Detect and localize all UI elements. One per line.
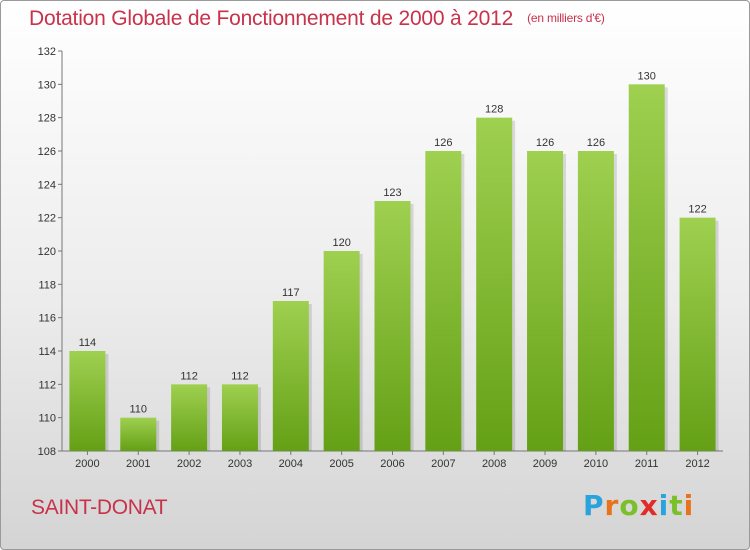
x-tick-label: 2010: [584, 458, 608, 470]
y-tick-label: 108: [38, 446, 56, 458]
bar-value-label: 120: [332, 237, 350, 249]
bar: [679, 217, 716, 451]
bar: [374, 201, 411, 451]
bar-value-label: 123: [383, 187, 401, 199]
y-tick-label: 120: [38, 246, 56, 258]
y-tick-label: 114: [38, 346, 56, 358]
bar-value-label: 112: [180, 370, 198, 382]
y-axis-ticks: 108 110 112 114 116 118 120 122 124 126 128 130 132: [38, 46, 62, 458]
commune-name: SAINT-DONAT: [31, 496, 168, 519]
bar-value-label: 112: [231, 370, 249, 382]
bar-value-label: 122: [688, 204, 706, 216]
y-tick-label: 118: [38, 279, 56, 291]
y-tick-label: 110: [38, 413, 56, 425]
x-tick-label: 2003: [228, 458, 252, 470]
logo-letter: o: [619, 489, 640, 522]
bar-value-label: 130: [638, 70, 656, 82]
x-tick-label: 2006: [380, 458, 404, 470]
logo-letter: x: [639, 489, 659, 522]
y-tick-label: 122: [38, 213, 56, 225]
bar-value-label: 126: [434, 137, 452, 149]
bar: [425, 151, 462, 451]
bar: [323, 251, 360, 451]
y-tick-label: 116: [38, 313, 56, 325]
x-tick-label: 2005: [329, 458, 353, 470]
logo-letter: P: [583, 489, 605, 522]
proxiti-logo: Proxiti: [583, 489, 694, 522]
logo-letter: i: [658, 489, 670, 522]
chart-title: Dotation Globale de Fonctionnement de 20…: [29, 7, 605, 31]
bar-value-label: 114: [79, 337, 97, 349]
bar-value-label: 128: [485, 104, 503, 116]
bars-group: 114 110 112 112 117 120 123 126 128 126 126 130 122: [69, 70, 719, 452]
bar-value-label: 126: [536, 137, 554, 149]
y-tick-label: 132: [38, 46, 56, 58]
x-tick-label: 2012: [685, 458, 709, 470]
logo-letter: i: [683, 489, 695, 522]
x-tick-label: 2007: [431, 458, 455, 470]
x-tick-label: 2000: [75, 458, 99, 470]
chart-title-text: Dotation Globale de Fonctionnement de 20…: [29, 7, 514, 30]
bar: [272, 301, 309, 451]
bar: [221, 384, 258, 451]
bar: [476, 117, 513, 452]
bar: [628, 84, 665, 451]
y-tick-label: 112: [38, 379, 56, 391]
y-tick-label: 128: [38, 113, 56, 125]
x-tick-label: 2008: [482, 458, 506, 470]
y-tick-label: 130: [38, 79, 56, 91]
x-tick-label: 2009: [533, 458, 557, 470]
bar-value-label: 110: [129, 404, 147, 416]
logo-letter: r: [604, 489, 620, 522]
bar: [171, 384, 208, 451]
y-tick-label: 126: [38, 146, 56, 158]
bar: [120, 417, 157, 451]
bar-value-label: 117: [282, 287, 300, 299]
y-tick-label: 124: [38, 179, 56, 191]
bar: [69, 351, 106, 451]
bar: [577, 151, 614, 451]
x-tick-label: 2002: [177, 458, 201, 470]
bar: [527, 151, 564, 451]
logo-letter: t: [669, 489, 684, 522]
x-axis-ticks: 2000 2001 2002 2003 2004 2005 2006 2007 2008 2009…: [75, 451, 710, 470]
x-tick-label: 2001: [126, 458, 150, 470]
chart-unit: (en milliers d'€): [527, 11, 605, 25]
x-tick-label: 2011: [635, 458, 659, 470]
x-tick-label: 2004: [279, 458, 303, 470]
bar-value-label: 126: [587, 137, 605, 149]
